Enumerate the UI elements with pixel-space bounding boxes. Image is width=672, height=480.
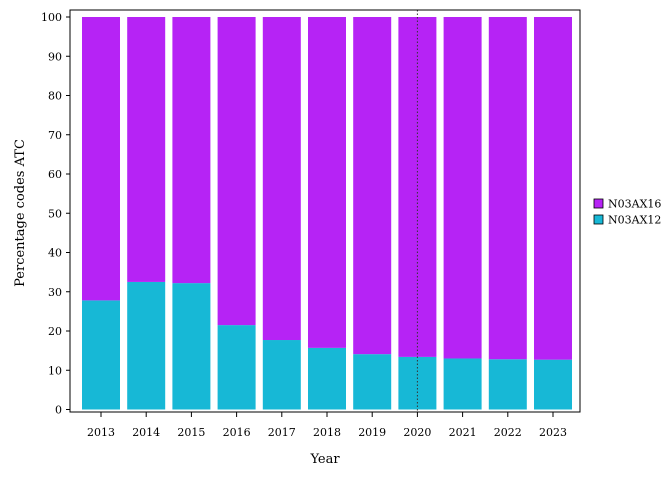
x-tick-label: 2018 (313, 426, 341, 439)
bar-n03ax16-2016 (217, 17, 256, 326)
bar-n03ax12-2022 (488, 359, 527, 410)
x-tick-label: 2023 (539, 426, 567, 439)
bar-n03ax16-2013 (82, 17, 120, 301)
x-axis: 2013 2014 2015 2016 2017 2018 2019 2020 2021 2022… (87, 412, 567, 439)
y-tick-label: 40 (48, 247, 62, 260)
y-tick-label: 0 (55, 404, 62, 417)
y-tick-label: 20 (48, 325, 62, 338)
x-tick-label: 2020 (403, 426, 431, 439)
legend-label-n03ax16: N03AX16 (608, 198, 661, 211)
bar-n03ax12-2023 (534, 359, 572, 410)
y-tick-label: 30 (48, 286, 62, 299)
x-tick-label: 2013 (87, 426, 115, 439)
bar-n03ax12-2020 (398, 356, 437, 410)
bar-n03ax16-2023 (534, 17, 572, 360)
bar-n03ax16-2018 (308, 17, 346, 348)
y-tick-label: 10 (48, 364, 62, 377)
bar-n03ax12-2014 (127, 281, 166, 410)
x-tick-label: 2019 (358, 426, 386, 439)
legend-swatch-n03ax16 (593, 198, 604, 209)
x-tick-label: 2015 (177, 426, 205, 439)
bar-n03ax12-2021 (443, 358, 482, 410)
bar-n03ax12-2018 (308, 347, 346, 410)
y-tick-label: 60 (48, 168, 62, 181)
bar-n03ax12-2015 (172, 283, 211, 410)
y-tick-label: 90 (48, 50, 62, 63)
bar-n03ax12-2019 (353, 354, 392, 410)
bar-n03ax16-2021 (443, 17, 482, 359)
x-tick-label: 2021 (449, 426, 477, 439)
y-tick-label: 70 (48, 129, 62, 142)
bar-n03ax16-2014 (127, 17, 166, 282)
y-tick-label: 80 (48, 90, 62, 103)
y-tick-label: 100 (41, 11, 62, 24)
x-tick-label: 2014 (132, 426, 160, 439)
bar-n03ax16-2020 (398, 17, 437, 357)
plot-frame (69, 9, 581, 413)
bar-n03ax12-2016 (217, 325, 256, 410)
bar-n03ax16-2019 (353, 17, 392, 355)
y-axis: 0 10 20 30 40 50 60 70 80 90 100 (41, 11, 70, 417)
bar-n03ax16-2015 (172, 17, 211, 284)
x-tick-label: 2016 (223, 426, 251, 439)
x-axis-title: Year (309, 452, 340, 467)
x-tick-label: 2017 (268, 426, 296, 439)
bar-n03ax16-2022 (488, 17, 527, 360)
legend-label-n03ax12: N03AX12 (608, 214, 661, 227)
legend: N03AX16 N03AX12 (593, 198, 661, 227)
bar-n03ax12-2017 (262, 340, 301, 410)
y-axis-title: Percentage codes ATC (13, 139, 28, 287)
bar-n03ax16-2017 (262, 17, 301, 341)
y-tick-label: 50 (48, 207, 62, 220)
bar-n03ax12-2013 (82, 300, 120, 410)
legend-swatch-n03ax12 (593, 214, 604, 225)
bars-group (82, 17, 572, 410)
x-tick-label: 2022 (494, 426, 522, 439)
